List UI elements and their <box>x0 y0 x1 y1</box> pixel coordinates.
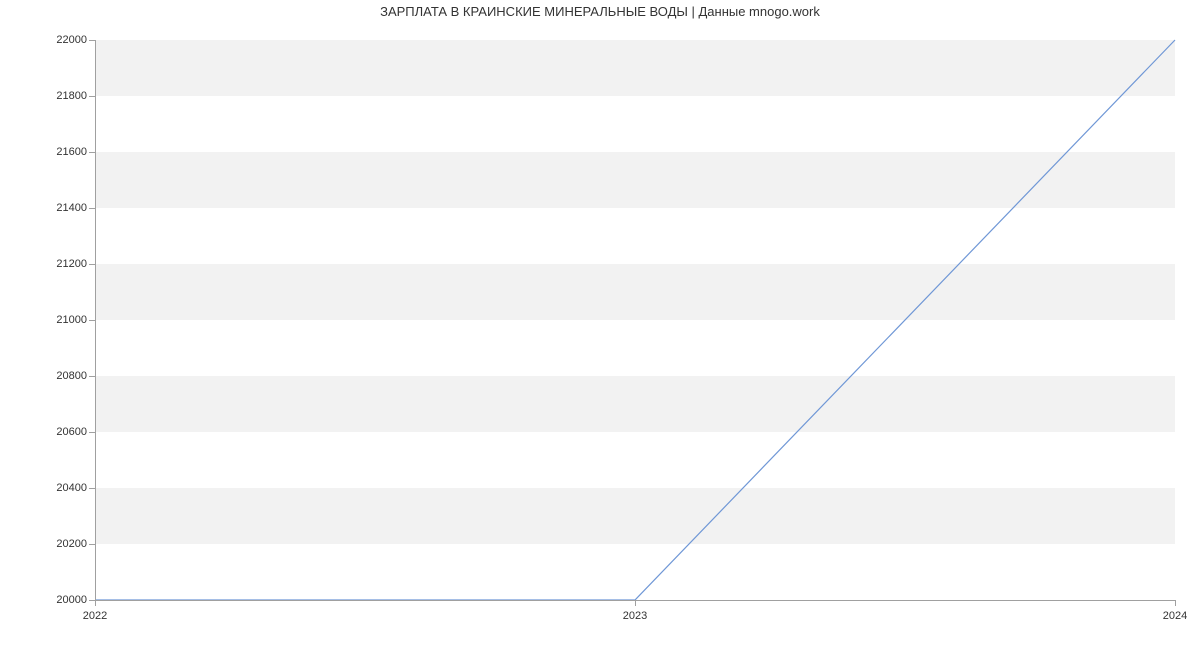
y-tick-label: 21200 <box>56 258 95 270</box>
y-axis-line <box>95 40 96 600</box>
series-line <box>95 40 1175 600</box>
x-tick-label: 2023 <box>623 600 647 622</box>
chart-title: ЗАРПЛАТА В КРАИНСКИЕ МИНЕРАЛЬНЫЕ ВОДЫ | … <box>0 4 1200 19</box>
plot-area: 2000020200204002060020800210002120021400… <box>95 40 1175 600</box>
y-tick-label: 20200 <box>56 538 95 550</box>
y-tick-label: 21800 <box>56 90 95 102</box>
y-tick-label: 21600 <box>56 146 95 158</box>
chart-container: ЗАРПЛАТА В КРАИНСКИЕ МИНЕРАЛЬНЫЕ ВОДЫ | … <box>0 0 1200 650</box>
line-layer <box>95 40 1175 600</box>
y-tick-label: 21400 <box>56 202 95 214</box>
y-tick-label: 20600 <box>56 426 95 438</box>
x-tick-label: 2024 <box>1163 600 1187 622</box>
y-tick-label: 22000 <box>56 34 95 46</box>
y-tick-label: 20400 <box>56 482 95 494</box>
y-tick-label: 21000 <box>56 314 95 326</box>
x-tick-label: 2022 <box>83 600 107 622</box>
y-tick-label: 20800 <box>56 370 95 382</box>
